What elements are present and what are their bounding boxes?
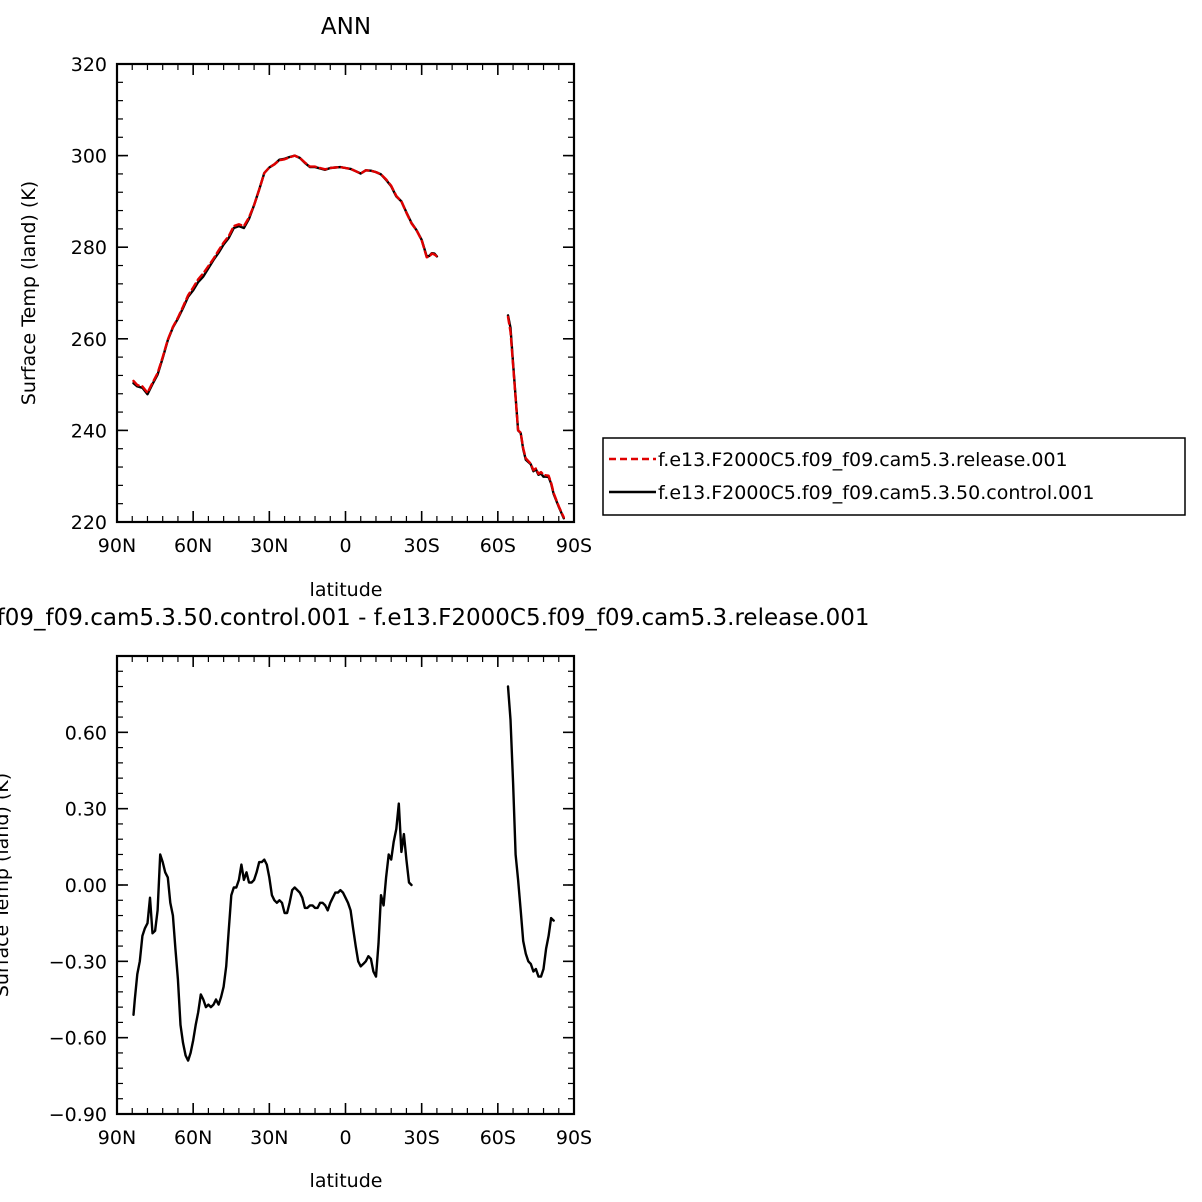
- bottom-x-tick-label: 60S: [480, 1127, 516, 1149]
- bottom-y-tick-label: 0.30: [65, 799, 107, 821]
- top-x-tick-label: 90N: [98, 535, 136, 557]
- bottom-x-tick-label: 0: [339, 1127, 351, 1149]
- top-chart-title: ANN: [321, 14, 371, 40]
- bottom-x-tick-label: 60N: [174, 1127, 212, 1149]
- top-chart: ANN 90N 60N 30N 0 30S 60S 90S 220 240 260 280 300 32…: [18, 14, 592, 601]
- top-y-tick-label: 320: [71, 54, 107, 76]
- bottom-y-tick-label: −0.90: [49, 1104, 107, 1126]
- top-x-tick-label: 60N: [174, 535, 212, 557]
- bottom-series-0-line-segment-1: [506, 685, 555, 978]
- top-x-tick-label: 30N: [250, 535, 288, 557]
- top-series-1-line-segment-0: [132, 154, 439, 396]
- top-x-tick-label: 30S: [404, 535, 440, 557]
- legend-label-release: f.e13.F2000C5.f09_f09.cam5.3.release.001: [658, 449, 1068, 471]
- top-x-tick-label: 90S: [556, 535, 592, 557]
- top-y-axis-label: Surface Temp (land) (K): [18, 181, 40, 405]
- bottom-y-axis-label: Surface Temp (land) (K): [0, 773, 13, 997]
- bottom-x-axis-label: latitude: [310, 1170, 383, 1192]
- bottom-y-tick-label: 0.60: [65, 722, 107, 744]
- bottom-x-tick-label: 30N: [250, 1127, 288, 1149]
- legend-box: [602, 437, 1186, 516]
- legend: f.e13.F2000C5.f09_f09.cam5.3.release.001…: [602, 437, 1186, 516]
- top-y-tick-label: 300: [71, 146, 107, 168]
- top-series-0-line-segment-0: [132, 154, 439, 394]
- top-y-tick-label: 240: [71, 420, 107, 442]
- bottom-series-0-line-segment-0: [132, 802, 413, 1062]
- top-y-tick-label: 220: [71, 512, 107, 534]
- bottom-plot-frame: [115, 654, 576, 1116]
- bottom-chart: f.e13.F2000C5.f09_f09.cam5.3.50.control.…: [0, 605, 870, 1192]
- bottom-x-tick-label: 90S: [556, 1127, 592, 1149]
- bottom-x-tick-label: 30S: [404, 1127, 440, 1149]
- legend-label-control: f.e13.F2000C5.f09_f09.cam5.3.50.control.…: [658, 482, 1094, 504]
- bottom-x-tick-label: 90N: [98, 1127, 136, 1149]
- top-series-0-line-segment-1: [506, 315, 565, 519]
- top-y-tick-label: 280: [71, 237, 107, 259]
- top-plot-frame: [115, 62, 576, 524]
- bottom-y-tick-label: −0.60: [49, 1028, 107, 1050]
- bottom-y-tick-label: 0.00: [65, 875, 107, 897]
- bottom-chart-title: f.e13.F2000C5.f09_f09.cam5.3.50.control.…: [0, 605, 870, 631]
- top-x-axis-label: latitude: [310, 579, 383, 601]
- top-x-tick-label: 60S: [480, 535, 516, 557]
- top-x-tick-label: 0: [339, 535, 351, 557]
- top-y-tick-label: 260: [71, 329, 107, 351]
- bottom-y-tick-label: −0.30: [49, 951, 107, 973]
